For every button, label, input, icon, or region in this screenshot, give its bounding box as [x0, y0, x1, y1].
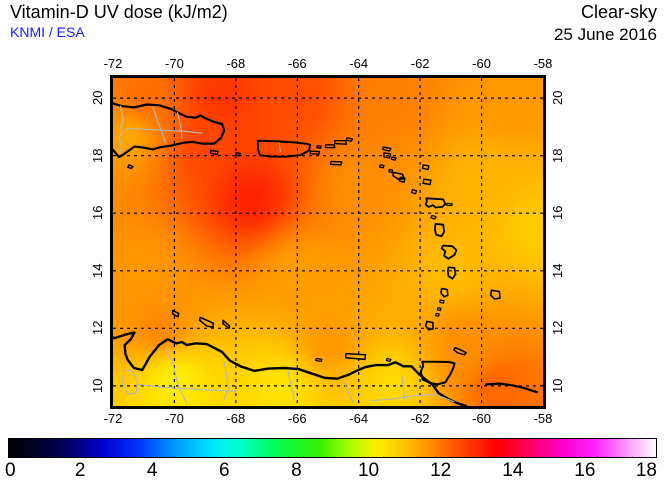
x-tick-top: -72	[103, 56, 123, 71]
date-label: 25 June 2016	[553, 25, 657, 44]
x-tick-bottom: -60	[472, 411, 491, 426]
lat-lon-gridlines	[113, 78, 543, 406]
x-tick-bottom: -66	[287, 411, 307, 426]
colorbar-gradient	[8, 438, 657, 458]
chart-header: Vitamin-D UV dose (kJ/m2) KNMI / ESA Cle…	[0, 0, 665, 48]
colorbar-tick-label: 12	[430, 460, 452, 481]
y-tick-left: 14	[90, 263, 105, 278]
y-tick-left: 18	[90, 148, 105, 163]
coastline-overlay	[113, 102, 538, 406]
x-tick-bottom: -72	[103, 411, 123, 426]
y-tick-right: 14	[550, 263, 565, 278]
x-tick-top: -58	[533, 56, 553, 71]
colorbar-tick-label: 16	[574, 460, 596, 481]
colorbar-area: 0 2 4 6 8 10 12 14 16 18	[0, 434, 665, 481]
y-tick-right: 18	[550, 148, 565, 163]
colorbar-tick-label: 18	[635, 460, 657, 481]
colorbar-tick-label: 6	[219, 460, 230, 481]
x-tick-top: -60	[472, 56, 491, 71]
x-tick-bottom: -70	[165, 411, 184, 426]
x-tick-top: -70	[165, 56, 184, 71]
y-tick-left: 12	[90, 321, 105, 336]
data-source-credit: KNMI / ESA	[10, 24, 85, 40]
x-tick-bottom: -58	[533, 411, 553, 426]
y-tick-left: 16	[90, 205, 105, 221]
colorbar-tick-label: 8	[291, 460, 302, 481]
y-tick-right: 10	[550, 378, 565, 394]
x-tick-bottom: -68	[226, 411, 246, 426]
uv-dose-field	[113, 78, 543, 406]
map-plot	[110, 75, 546, 409]
y-tick-left: 10	[90, 378, 105, 394]
colorbar-tick-label: 14	[502, 460, 524, 481]
y-tick-right: 20	[550, 90, 565, 106]
colorbar-tick-label: 4	[146, 460, 158, 481]
x-tick-top: -62	[410, 56, 430, 71]
x-tick-top: -64	[349, 56, 369, 71]
y-tick-left: 20	[90, 90, 105, 106]
colorbar-tick-label: 10	[357, 460, 380, 481]
colorbar-tick-label: 0	[5, 460, 16, 481]
x-tick-bottom: -62	[410, 411, 430, 426]
colorbar-tick-label: 2	[74, 460, 86, 481]
x-tick-bottom: -64	[349, 411, 369, 426]
y-tick-right: 12	[550, 321, 565, 336]
sky-condition-label: Clear-sky	[580, 2, 657, 22]
x-tick-top: -66	[287, 56, 307, 71]
y-tick-right: 16	[550, 205, 565, 221]
page-title: Vitamin-D UV dose (kJ/m2)	[10, 2, 228, 22]
x-tick-top: -68	[226, 56, 246, 71]
